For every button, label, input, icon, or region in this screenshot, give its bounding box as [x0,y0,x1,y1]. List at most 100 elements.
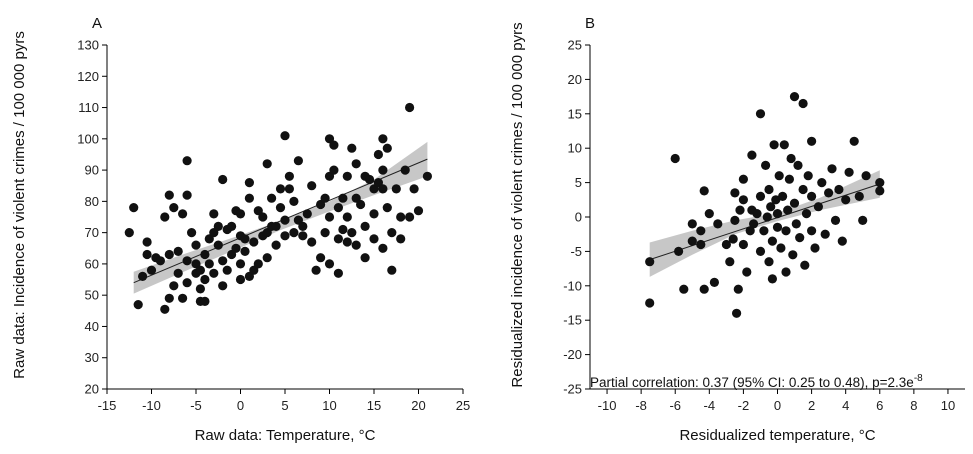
y-tick-label: 70 [85,225,99,240]
data-point [178,209,188,219]
data-point [771,195,781,205]
data-point [387,265,397,275]
data-point [347,143,357,153]
confidence-band [649,170,880,277]
y-tick-label: 80 [85,194,99,209]
data-point [213,221,223,231]
data-point [645,257,655,267]
data-point [271,221,281,231]
data-point [779,140,789,150]
y-tick-label: 60 [85,256,99,271]
data-point [235,209,246,219]
y-tick-label: 5 [575,175,582,190]
data-point [289,196,299,206]
data-point [187,228,197,238]
data-point [169,281,179,291]
data-point [298,231,308,241]
data-point [699,284,709,294]
data-point [687,236,697,246]
data-point [195,265,205,275]
data-point [320,193,330,203]
x-tick-label: 8 [910,398,917,413]
data-point [195,284,205,294]
data-point [738,239,749,250]
x-tick-label: 10 [322,398,336,413]
panel-a: A 20 30 40 50 60 70 80 90 100 110 120 130 -15 -10 -5 0 5 1… [11,15,470,444]
data-point [298,221,308,231]
panel-letter: A [92,15,102,32]
data-point [795,233,805,243]
data-point [347,228,357,238]
data-point [333,268,343,278]
data-point [164,293,174,303]
y-tick-label: 120 [77,69,99,84]
data-point [365,174,375,185]
data-point [240,246,250,256]
x-tick-label: 15 [367,398,381,413]
data-point [391,184,401,194]
y-tick-label: 20 [568,72,582,87]
data-point [409,184,419,194]
data-point [138,271,148,281]
data-point [679,284,689,294]
x-tick-label: -10 [598,398,617,413]
data-point [240,234,250,244]
data-point [173,268,183,278]
data-point [793,160,803,170]
data-point [778,191,788,201]
data-point [789,198,800,208]
data-point [725,257,735,267]
data-point [267,193,277,203]
data-point [788,250,798,260]
data-point [769,140,779,150]
data-point [747,150,757,160]
data-point [396,212,406,222]
x-tick-label: 10 [941,398,955,413]
data-point [280,131,290,141]
data-point [844,167,854,177]
data-point [329,165,339,175]
panel-letter: B [585,15,595,32]
x-tick-label: -8 [635,398,647,413]
data-point [191,240,201,250]
data-point [182,278,192,288]
data-point [209,209,219,219]
x-tick-label: 4 [842,398,849,413]
y-tick-label: 30 [85,350,99,365]
data-point [772,209,783,219]
data-point [735,205,745,215]
data-point [275,184,286,194]
data-point [721,239,732,250]
data-point [231,243,241,253]
data-point [324,259,335,269]
data-point [275,203,286,213]
y-tick-label: -15 [563,313,582,328]
data-point [249,237,259,247]
data-point [280,231,290,241]
data-point [728,234,738,244]
data-point [164,249,174,260]
data-point [333,203,343,213]
data-point [854,191,864,201]
y-tick-label: -5 [570,244,582,259]
data-point [160,304,170,314]
data-point [293,156,303,166]
data-point [774,171,784,181]
data-point [235,259,246,269]
data-point [333,234,343,244]
data-point [204,259,214,269]
data-point [213,240,223,250]
data-point [284,171,294,181]
data-point [378,134,388,144]
data-point [360,253,370,263]
data-point [351,240,361,250]
data-point [742,267,752,277]
data-point [227,221,237,231]
data-point [262,159,272,169]
data-point [733,284,743,294]
data-point [155,256,165,266]
data-point [222,265,232,275]
y-tick-label: 50 [85,288,99,303]
data-point [289,228,299,238]
y-tick-label: 25 [568,38,582,53]
